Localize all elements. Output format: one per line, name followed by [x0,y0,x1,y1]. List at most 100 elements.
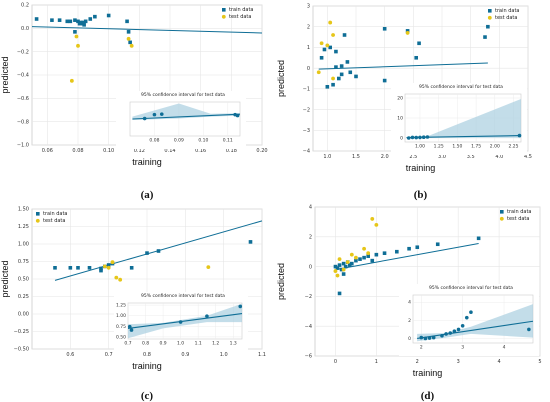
inset-data-point [406,136,411,140]
test-data-point [126,36,131,41]
train-data-point [370,258,375,263]
confidence-band [406,99,521,139]
x-tick-label: 0.16 [195,148,206,154]
inset-data-point [460,323,465,328]
inset-data-point [178,320,183,324]
y-tick-label: −0.50 [14,347,29,353]
train-data-point [382,26,387,31]
inset-x-tick-label: 0.7 [124,341,131,347]
legend-label: train data [43,211,68,217]
train-data-point [366,254,370,258]
scatter-chart-svg: 1.0 1.5 2.0 2.5 3.0 3.5 4.0 4.5 −4 −3 −2 −1 0 1 2 3 trai… [276,4,532,201]
train-data-point [417,41,421,46]
y-axis-label: predicted [0,260,10,297]
x-axis-label: training [132,157,162,167]
inset-y-tick-label: 1.25 [116,303,126,309]
inset-data-point [410,135,415,140]
panel-label: (c) [141,390,154,402]
y-tick-label: 0.00 [18,312,29,318]
train-data-point [354,74,358,79]
x-tick-label: 4.5 [524,154,532,160]
test-data-point [69,78,74,83]
x-tick-label: 0.6 [66,352,74,358]
train-data-point [374,252,379,257]
test-data-point [102,264,107,269]
train-data-point [414,55,418,60]
x-axis-label: training [406,163,436,173]
chart-panel-c: 0.6 0.7 0.8 0.9 1.0 1.1 −0.50 −0.25 0.00 0.25 0.50… [0,201,275,402]
inset-data-point [418,135,422,140]
test-data-point [405,31,410,35]
test-data-point [362,246,366,251]
inset-x-tick-label: 0.8 [142,341,149,347]
x-tick-label: 3.0 [438,154,446,160]
inset-x-tick-label: 0.11 [223,138,233,144]
train-data-point [358,257,362,261]
y-tick-label: −0.25 [14,329,29,335]
scatter-chart-svg: 0.6 0.7 0.8 0.9 1.0 1.1 −0.50 −0.25 0.00 0.25 0.50… [0,207,266,402]
x-tick-label: 0.20 [256,148,267,154]
train-data-point [345,60,350,64]
train-data-point [350,261,354,266]
inset-y-tick-label: 20 [397,96,403,102]
train-data-point [341,261,346,266]
y-tick-label: −0.8 [17,119,29,125]
inset-x-tick-label: 2 [420,345,423,351]
train-data-point [325,84,330,89]
y-tick-label: 0 [307,66,310,72]
legend-marker-test [221,14,226,19]
x-tick-label: 0.10 [103,148,114,154]
confidence-band [417,304,533,342]
y-tick-label: 4 [309,205,312,211]
x-tick-label: 1.1 [258,352,266,358]
train-data-point [339,64,344,68]
inset-data-point [469,310,473,315]
train-data-point [382,251,387,255]
legend-marker-train [222,8,226,12]
inset-data-point [452,329,457,334]
train-data-point [339,267,344,272]
inset-x-tick-label: 1.3 [230,341,237,347]
train-data-point [335,266,340,270]
legend-marker-train [488,9,492,13]
train-data-point [348,70,353,75]
inset-data-point [423,336,428,341]
train-data-point [483,35,487,39]
train-data-point [73,18,77,22]
train-data-point [334,65,338,69]
legend-label: test data [495,15,517,21]
inset-data-point [414,135,419,140]
test-data-point [366,251,371,256]
train-data-point [65,19,70,24]
y-tick-label: 2 [309,235,312,241]
y-tick-label: 0.2 [21,3,29,9]
inset-data-point [431,335,436,340]
x-axis-label: training [132,361,162,371]
train-data-point [319,55,324,60]
legend-label: train data [507,209,532,215]
x-tick-label: 0.18 [226,148,237,154]
train-data-point [128,40,132,45]
panel-label: (a) [141,189,154,201]
inset-x-tick-label: 0.09 [174,138,184,144]
legend-marker-train [500,210,504,214]
train-data-point [57,18,62,22]
test-data-point [331,33,335,37]
test-data-point [106,265,111,270]
test-data-point [118,277,123,282]
test-data-point [337,257,342,262]
x-tick-label: 1.5 [352,154,360,160]
y-tick-label: 3 [307,4,310,10]
x-tick-label: 2.5 [409,154,417,160]
train-data-point [87,266,92,270]
train-data-point [342,33,347,37]
inset-regression-line [132,113,241,120]
x-tick-label: 0.06 [42,148,53,154]
test-data-point [341,267,346,272]
train-data-point [337,291,342,296]
train-data-point [156,249,161,253]
test-data-point [335,273,340,278]
inset-x-tick-label: 2.25 [509,144,519,150]
test-data-point [370,217,375,221]
